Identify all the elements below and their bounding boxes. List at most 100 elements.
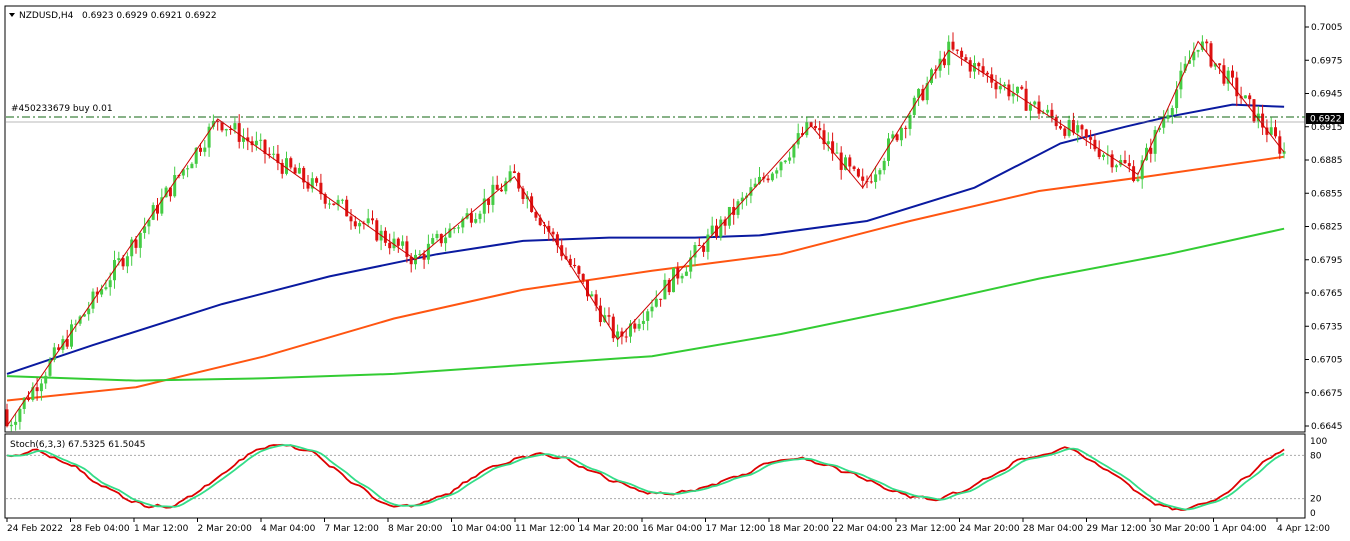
candle-body [1274,127,1277,137]
candle-body [947,41,951,66]
candle-body [280,162,284,174]
candle-body [366,218,370,224]
candle-body [921,88,925,101]
candle-body [1278,136,1282,154]
candle-body [22,397,26,409]
candle-body [310,178,314,189]
time-tick-label: 17 Mar 12:00 [706,524,766,534]
candle-body [689,257,693,272]
candle-body [130,239,134,257]
candle-body [968,60,972,72]
time-tick-label: 8 Mar 20:00 [388,524,443,534]
candle-body [52,347,56,360]
candle-body [590,294,594,297]
candle-body [775,170,779,174]
candle-body [766,178,770,181]
time-tick-label: 14 Mar 20:00 [579,524,639,534]
stoch-level-label: 20 [1310,495,1322,505]
candle-body [598,305,602,323]
candle-body [336,199,340,205]
candle-body [1248,95,1252,100]
candle-body [856,169,860,177]
candle-body [220,121,224,131]
candle-body [246,137,250,142]
candle-body [1261,113,1265,128]
current-price-box [1306,113,1344,124]
candle-body [955,49,959,51]
time-tick-label: 16 Mar 04:00 [642,524,702,534]
candle-body [736,201,740,215]
candle-body [702,245,706,252]
candle-body [1011,93,1015,97]
price-tick-label: 0.6735 [1311,322,1343,332]
candle-body [1226,70,1230,84]
candle-body [340,199,344,201]
candle-body [293,167,297,174]
candle-body [1080,125,1084,130]
time-tick-label: 4 Mar 04:00 [261,524,316,534]
order-label[interactable]: #450233679 buy 0.01 [11,104,113,114]
candle-body [272,153,276,155]
candle-body [586,280,589,297]
collapse-arrow-icon[interactable] [9,13,15,17]
time-tick-label: 4 Apr 12:00 [1277,524,1330,534]
time-tick-label: 1 Apr 04:00 [1214,524,1267,534]
candle-body [1114,165,1118,168]
price-tick-label: 0.6705 [1311,356,1343,366]
candle-body [138,232,142,248]
price-tick-label: 0.6825 [1311,223,1343,233]
candle-body [684,271,688,276]
candle-body [1153,129,1157,154]
time-tick-label: 7 Mar 12:00 [325,524,380,534]
time-tick-label: 1 Mar 12:00 [134,524,189,534]
candle-body [285,158,288,174]
candle-body [611,316,615,339]
candle-body [263,139,267,154]
candle-body [521,188,525,200]
candle-body [164,187,168,198]
candle-body [143,226,147,233]
candle-body [1136,179,1140,182]
candle-body [1067,120,1071,136]
candle-body [538,217,542,226]
candle-body [1200,41,1204,50]
candle-body [211,120,215,127]
candle-body [551,231,555,235]
stoch-label: Stoch(6,3,3) 67.5325 61.5045 [10,440,145,450]
candle-body [788,157,792,161]
candle-body [805,122,809,136]
candle-body [878,170,882,175]
ma_slow-line [6,227,1285,382]
candle-body [848,157,852,167]
candle-body [495,184,499,190]
candle-body [1084,129,1088,138]
candle-body [203,147,207,152]
candle-body [65,339,69,347]
stoch-signal-line [6,444,1285,511]
candle-body [818,128,822,131]
candle-body [508,171,512,182]
candle-body [697,245,701,247]
candle-body [1162,118,1166,128]
candle-body [435,233,439,239]
candle-body [100,289,104,295]
price-axis[interactable]: 0.7005 0.6975 0.6945 0.6915 0.6885 0.6855 0.68… [1305,23,1343,432]
candle-body [801,133,804,136]
candle-body [517,173,521,189]
candle-body [315,178,319,183]
candle-body [431,238,435,244]
candle-body [1145,147,1148,161]
candle-body [646,311,650,321]
candle-body [899,127,903,141]
candle-body [194,147,198,164]
candle-body [1231,70,1234,78]
candle-body [869,181,873,183]
candle-body [672,267,675,293]
time-axis[interactable]: 24 Feb 2022 28 Feb 04:00 1 Mar 12:00 2 Mar … [6,518,1330,534]
candle-body [444,237,448,244]
candle-body [1213,63,1217,67]
candle-body [543,225,546,227]
candle-body [912,97,916,115]
candle-body [1093,139,1097,150]
